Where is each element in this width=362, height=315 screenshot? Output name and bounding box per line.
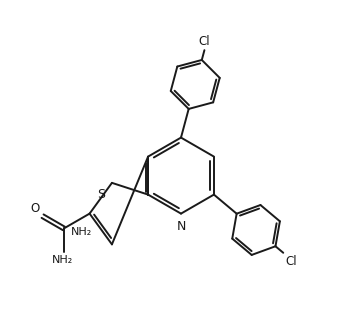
Text: N: N <box>177 220 186 233</box>
Text: NH₂: NH₂ <box>71 227 92 237</box>
Text: NH₂: NH₂ <box>51 255 73 265</box>
Text: Cl: Cl <box>199 35 210 48</box>
Text: O: O <box>30 202 40 215</box>
Text: S: S <box>97 188 105 201</box>
Text: Cl: Cl <box>285 255 297 268</box>
